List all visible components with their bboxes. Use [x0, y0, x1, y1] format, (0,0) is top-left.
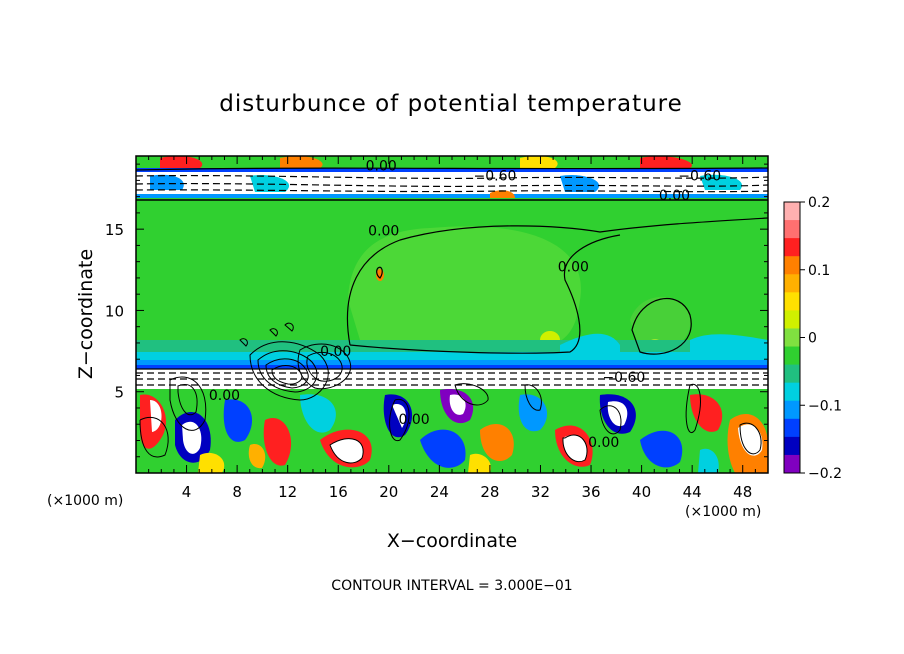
x-tick-label: 4: [182, 483, 192, 501]
colorbar-swatch: [784, 238, 800, 257]
contour-label: −0.60: [602, 370, 645, 386]
y-tick-label: 5: [114, 384, 124, 402]
y-axis-label: Z−coordinate: [75, 249, 97, 379]
contour-lines: [136, 167, 768, 464]
y-axis: 5 10 15: [105, 163, 768, 458]
colorbar-swatch: [784, 256, 800, 275]
colorbar-tick-label: 0: [808, 331, 817, 347]
x-tick-label: 28: [480, 483, 499, 501]
x-tick-label: 16: [329, 483, 348, 501]
x-tick-label: 40: [632, 483, 651, 501]
colorbar-swatch: [784, 310, 800, 329]
x-axis-label: X−coordinate: [387, 530, 517, 552]
contour-label: 0.00: [398, 412, 429, 428]
x-unit-right: (×1000 m): [685, 504, 761, 520]
x-tick-label: 36: [581, 483, 600, 501]
y-tick-label: 10: [105, 302, 124, 320]
colorbar: [784, 202, 800, 474]
heatmap-field: [136, 156, 768, 473]
x-tick-label: 20: [379, 483, 398, 501]
x-unit-left: (×1000 m): [47, 493, 123, 509]
colorbar-tick-label: −0.2: [808, 466, 842, 482]
colorbar-swatch: [784, 418, 800, 438]
colorbar-tick-label: 0.2: [808, 195, 830, 211]
colorbar-swatch: [784, 346, 800, 366]
contour-label: 0.00: [320, 344, 351, 360]
colorbar-ticks: 0.2 0.1 0 −0.1 −0.2: [800, 195, 842, 482]
contour-label: −0.60: [474, 168, 517, 184]
colorbar-swatch: [784, 364, 800, 384]
x-axis: 4 8 12 16 20 24 28 32 36 40 44 48: [148, 156, 756, 501]
chart-title: disturbunce of potential temperature: [219, 91, 683, 117]
contour-label: 0.00: [209, 388, 240, 404]
colorbar-tick-label: 0.1: [808, 263, 830, 279]
contour-label: 0.00: [659, 188, 690, 204]
colorbar-tick-label: −0.1: [808, 398, 842, 414]
x-tick-label: 48: [733, 483, 752, 501]
contour-label: 0.00: [366, 159, 397, 175]
x-tick-label: 8: [232, 483, 242, 501]
colorbar-swatch: [784, 400, 800, 420]
x-tick-label: 44: [683, 483, 702, 501]
contour-interval-note: CONTOUR INTERVAL = 3.000E−01: [331, 578, 572, 594]
colorbar-swatch: [784, 292, 800, 311]
colorbar-swatch: [784, 220, 800, 239]
contour-labels: 0.00 −0.60 −0.60 0.00 0.00 0.00 0.00 −0.60 0.00 0…: [209, 159, 721, 451]
colorbar-swatch: [784, 382, 800, 402]
colorbar-swatch: [784, 436, 800, 456]
colorbar-swatch: [784, 202, 800, 221]
contour-label: −0.60: [678, 168, 721, 184]
y-tick-label: 15: [105, 221, 124, 239]
x-tick-label: 32: [531, 483, 550, 501]
contour-label: 0.00: [558, 259, 589, 275]
x-tick-label: 24: [430, 483, 449, 501]
contour-label: 0.00: [368, 224, 399, 240]
contour-label: 0.00: [588, 435, 619, 451]
colorbar-swatch: [784, 274, 800, 293]
colorbar-swatch: [784, 454, 800, 474]
x-tick-label: 12: [278, 483, 297, 501]
colorbar-swatch: [784, 328, 800, 348]
